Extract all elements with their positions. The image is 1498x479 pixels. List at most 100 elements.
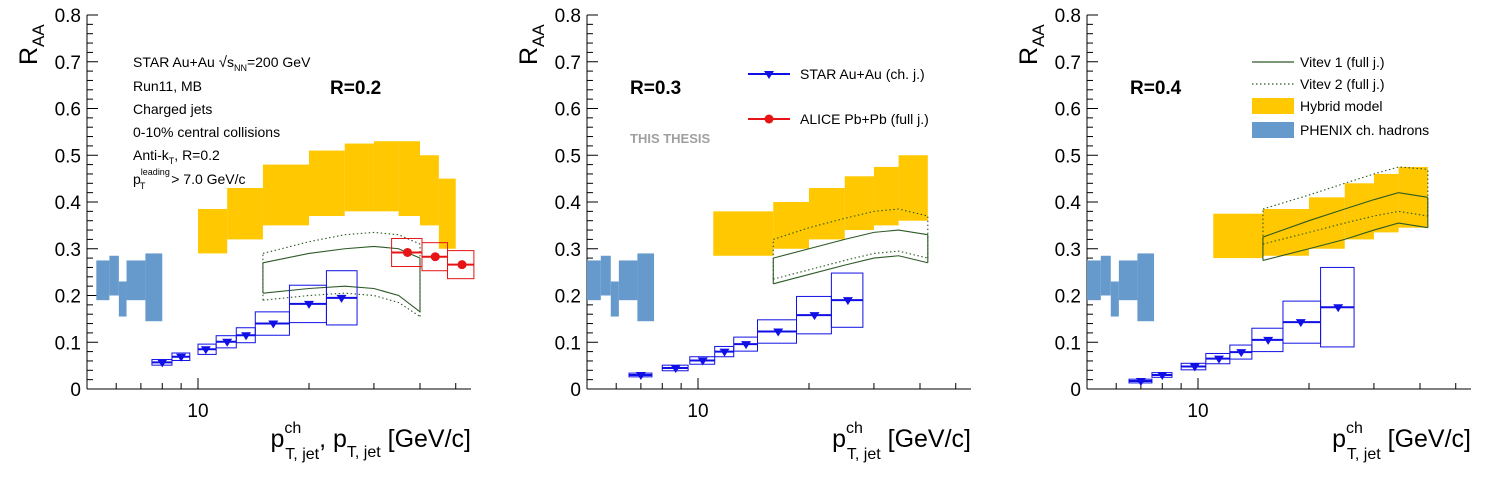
x-tick-label: 10 (187, 401, 208, 422)
x-tick-label: 10 (1187, 401, 1208, 422)
chart-panel-2: 0 0.1 0.2 0.3 0.4 0.5 0.6 0.7 0.8 10 RAA pch T, jet … (515, 6, 971, 463)
phenix-band (118, 281, 127, 317)
y-tick-label: 0.6 (55, 100, 81, 121)
phenix-band (1100, 255, 1111, 296)
star-label: STAR Au+Au √sNN=200 GeV (133, 54, 311, 73)
phenix-band (618, 260, 638, 301)
phenix-band (145, 253, 163, 322)
star-data-point (336, 294, 347, 303)
phenix-band (1118, 260, 1138, 301)
vitev1-lower-curve (773, 255, 928, 285)
y-tick-label: 0 (570, 380, 581, 401)
vitev1-upper-curve (262, 245, 421, 264)
star-data-point (304, 300, 315, 309)
x-axis-title-units: [GeV/c] (881, 425, 971, 453)
y-tick-label: 0.7 (1055, 53, 1081, 74)
star-data-point (176, 353, 187, 362)
x-axis-title-extra-sub: T, jet (347, 444, 381, 461)
star-data-point (670, 364, 681, 373)
hybrid-band (1373, 173, 1399, 233)
centrality-label: 0-10% central collisions (133, 124, 280, 140)
phenix-band (600, 255, 611, 296)
hybrid-band (1213, 213, 1263, 259)
y-tick-label: 0.3 (1055, 240, 1081, 261)
jets-label: Charged jets (133, 101, 212, 117)
y-tick-label: 0 (1070, 380, 1081, 401)
hybrid-band (898, 155, 928, 221)
phenix-band (96, 260, 110, 301)
x-axis-title-units: [GeV/c] (1381, 425, 1471, 453)
leading-label-sup: leading (141, 167, 170, 177)
star-data-point (268, 320, 279, 329)
y-tick-label: 0.4 (1055, 193, 1082, 214)
panel-label: R=0.4 (1130, 78, 1182, 99)
leading-label-sub: T (140, 181, 146, 191)
vitev2-lower-curve (262, 292, 421, 317)
star-label-tail: =200 GeV (247, 54, 311, 70)
legend-label: ALICE Pb+Pb (full j.) (800, 111, 929, 127)
hybrid-band (373, 141, 399, 212)
x-axis-title-units: [GeV/c] (381, 425, 471, 453)
leading-label-tail: > 7.0 GeV/c (167, 171, 245, 187)
hybrid-band (844, 176, 874, 231)
star-data-point (222, 338, 233, 347)
y-tick-label: 0.8 (55, 6, 81, 27)
y-tick-label: 0.1 (1055, 333, 1081, 354)
legend-swatch-hybrid (1252, 98, 1294, 114)
hybrid-band (773, 202, 810, 249)
vitev2-upper-curve (1262, 166, 1428, 210)
hybrid-band (420, 155, 439, 226)
legend-marker-star (764, 71, 774, 79)
y-tick-label: 0.6 (1055, 100, 1081, 121)
vitev1-lower-curve (262, 285, 421, 313)
vitev2-upper-curve (262, 231, 421, 254)
star-data-point (773, 328, 784, 337)
star-data-point (741, 341, 752, 350)
y-axis-title-sub: AA (1029, 24, 1048, 47)
vitev1-upper-curve (773, 229, 928, 259)
chart-panel-3: 0 0.1 0.2 0.3 0.4 0.5 0.6 0.7 0.8 10 RAA pch T, jet … (1015, 6, 1471, 463)
hybrid-band (713, 211, 774, 256)
star-label-main: STAR Au+Au (133, 54, 219, 70)
vitev1-lower-curve (1262, 222, 1428, 261)
vitev2-lower-curve (773, 250, 928, 280)
phenix-band (587, 260, 601, 301)
legend-marker-alice (764, 114, 774, 124)
hybrid-band (309, 150, 345, 217)
y-axis-title-sub: AA (29, 24, 48, 47)
hybrid-band (1309, 197, 1345, 249)
x-axis-title-sub: T, jet (1347, 446, 1381, 463)
x-axis-title-sub: T, jet (847, 446, 881, 463)
hybrid-band (873, 166, 899, 226)
vitev2-lower-curve (1262, 210, 1428, 245)
y-axis-title-main: R (15, 47, 43, 65)
run-label: Run11, MB (133, 78, 202, 94)
panel-label: R=0.3 (630, 78, 681, 99)
y-tick-label: 0.4 (555, 193, 582, 214)
y-tick-label: 0.7 (55, 53, 81, 74)
leading-label-main: p (133, 171, 141, 187)
algo-label-tail: , R=0.2 (174, 147, 220, 163)
y-axis-title: RAA (15, 24, 48, 65)
sqrt-nn: NN (234, 63, 247, 73)
y-axis-title-main: R (1015, 47, 1043, 65)
phenix-band (637, 253, 655, 322)
x-axis-title-main: p (270, 425, 284, 453)
x-axis-title: pch T, jet [GeV/c] (1332, 420, 1471, 463)
y-tick-label: 0.3 (555, 240, 581, 261)
hybrid-band (809, 187, 845, 240)
y-axis-title: RAA (515, 24, 548, 65)
sqrt-s: s (227, 54, 234, 70)
star-data-point (1213, 355, 1224, 364)
star-data-point (200, 346, 211, 355)
y-tick-label: 0.2 (1055, 287, 1081, 308)
legend-swatch-phenix (1252, 122, 1294, 138)
phenix-band (1110, 281, 1119, 317)
y-tick-label: 0.8 (555, 6, 581, 27)
x-axis-title-main: p (832, 425, 846, 453)
star-data-point (635, 371, 646, 380)
phenix-band (610, 281, 619, 317)
